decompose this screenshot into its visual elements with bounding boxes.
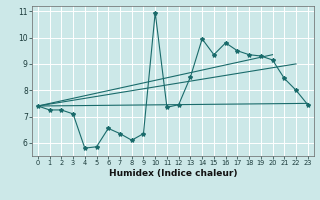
X-axis label: Humidex (Indice chaleur): Humidex (Indice chaleur) <box>108 169 237 178</box>
